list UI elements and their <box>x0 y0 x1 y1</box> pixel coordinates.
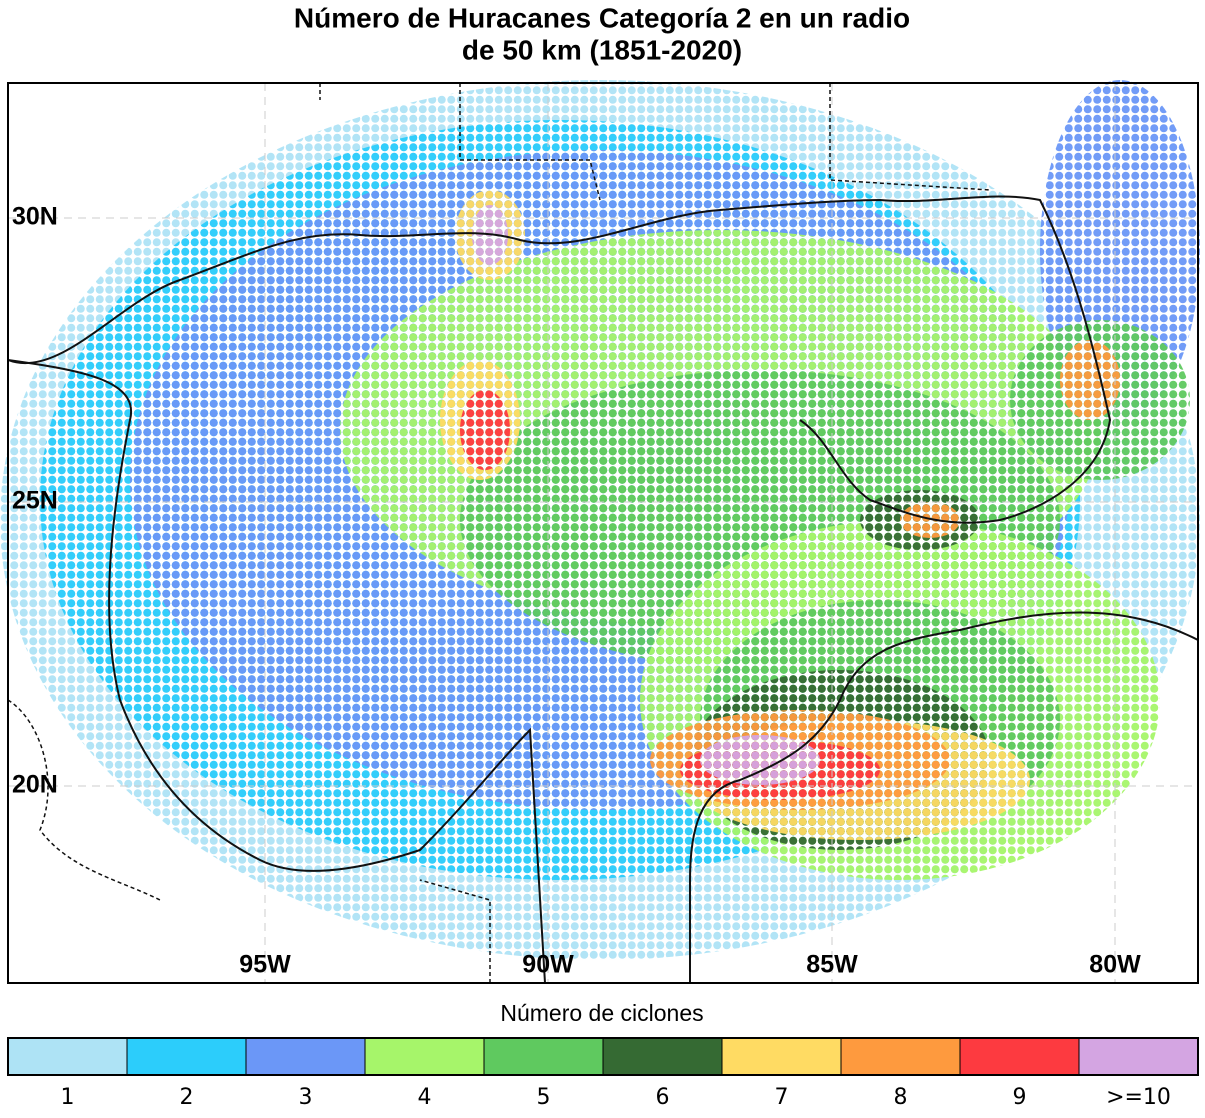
colorbar: 1 2 3 4 5 6 7 8 9 >=10 <box>7 1037 1199 1110</box>
colorbar-label: 6 <box>656 1085 670 1110</box>
density-region <box>460 390 510 470</box>
density-field <box>0 80 1200 960</box>
colorbar-swatch <box>959 1037 1080 1076</box>
density-region <box>700 735 820 785</box>
colorbar-swatch <box>1078 1037 1199 1076</box>
density-region <box>900 502 960 538</box>
colorbar-label: 4 <box>418 1085 432 1110</box>
lat-label: 25N <box>12 487 58 515</box>
map-frame <box>7 82 1199 984</box>
lat-label: 20N <box>12 771 58 799</box>
borders <box>7 83 991 983</box>
map: 30N 25N 20N 95W 90W 85W 80W <box>0 80 1200 984</box>
lon-label: 90W <box>522 951 574 979</box>
title-line: de 50 km (1851-2020) <box>462 34 742 65</box>
colorbar-label: 2 <box>180 1085 194 1110</box>
colorbar-label: >=10 <box>1106 1085 1171 1110</box>
colorbar-label: 9 <box>1013 1085 1027 1110</box>
colorbar-swatch <box>245 1037 366 1076</box>
lat-label: 30N <box>12 203 58 231</box>
colorbar-swatch <box>602 1037 723 1076</box>
colorbar-swatch <box>483 1037 604 1076</box>
colorbar-label: 8 <box>894 1085 908 1110</box>
density-region <box>1060 340 1120 420</box>
colorbar-swatch <box>721 1037 842 1076</box>
colorbar-frame <box>7 1037 1199 1076</box>
colorbar-swatch <box>7 1037 128 1076</box>
colorbar-swatch <box>840 1037 961 1076</box>
lon-label: 85W <box>806 951 858 979</box>
colorbar-label: 7 <box>775 1085 789 1110</box>
coastline <box>7 195 1199 984</box>
colorbar-label: 1 <box>61 1085 75 1110</box>
colorbar-swatch <box>364 1037 485 1076</box>
lon-label: 95W <box>239 951 291 979</box>
lon-label: 80W <box>1089 951 1141 979</box>
colorbar-title: Número de ciclones <box>500 1000 703 1026</box>
title-line: Número de Huracanes Categoría 2 en un ra… <box>294 2 910 33</box>
colorbar-label: 3 <box>299 1085 313 1110</box>
colorbar-label: 5 <box>537 1085 551 1110</box>
colorbar-swatch <box>126 1037 247 1076</box>
graticule <box>8 83 1198 983</box>
